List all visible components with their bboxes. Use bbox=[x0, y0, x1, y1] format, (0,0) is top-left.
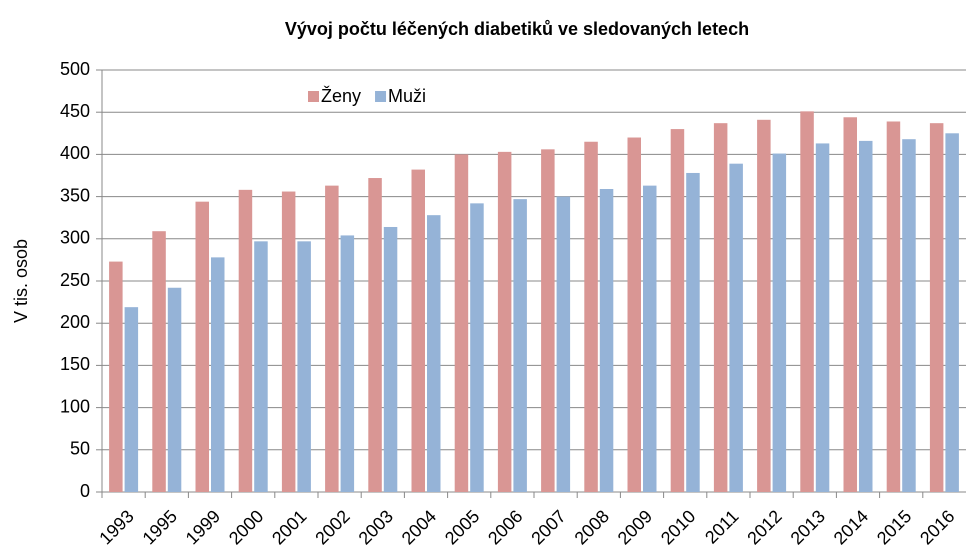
x-tick-label: 2001 bbox=[268, 506, 310, 548]
bar bbox=[297, 241, 311, 492]
x-tick-label: 2014 bbox=[830, 506, 872, 548]
y-tick-label: 150 bbox=[60, 354, 90, 374]
bar bbox=[454, 154, 469, 492]
y-tick-label: 250 bbox=[60, 270, 90, 290]
y-tick-label: 0 bbox=[80, 481, 90, 501]
bar bbox=[945, 133, 959, 493]
bar bbox=[599, 189, 614, 492]
bar bbox=[556, 196, 571, 492]
y-tick-label: 100 bbox=[60, 396, 90, 416]
bar bbox=[929, 123, 944, 492]
bar bbox=[513, 199, 527, 492]
bar bbox=[859, 140, 873, 492]
bar bbox=[815, 143, 830, 493]
bar bbox=[195, 201, 209, 492]
legend-label: Ženy bbox=[321, 86, 361, 106]
x-tick-label: 2009 bbox=[614, 506, 656, 548]
bar bbox=[800, 111, 814, 492]
bar bbox=[167, 287, 182, 492]
bar bbox=[757, 119, 771, 493]
x-tick-label: 2003 bbox=[355, 506, 397, 548]
x-tick-label: 2010 bbox=[657, 506, 699, 548]
x-tick-label: 2007 bbox=[527, 506, 569, 548]
x-tick-label: 2006 bbox=[484, 506, 526, 548]
chart-title: Vývoj počtu léčených diabetiků ve sledov… bbox=[285, 19, 749, 39]
y-tick-label: 350 bbox=[60, 185, 90, 205]
x-tick-label: 1993 bbox=[95, 506, 137, 548]
bar bbox=[843, 117, 857, 492]
bar bbox=[211, 257, 225, 492]
x-tick-label: 2013 bbox=[787, 506, 829, 548]
legend-swatch bbox=[308, 91, 319, 102]
bar bbox=[886, 121, 901, 492]
bar bbox=[686, 172, 700, 492]
bar bbox=[325, 185, 339, 493]
bar bbox=[584, 141, 598, 493]
y-tick-label: 50 bbox=[70, 439, 90, 459]
bar bbox=[541, 149, 555, 492]
bar bbox=[238, 189, 253, 492]
bar bbox=[470, 203, 484, 493]
bar bbox=[729, 163, 743, 492]
x-tick-label: 2012 bbox=[743, 506, 785, 548]
bar bbox=[281, 191, 296, 492]
y-tick-label: 500 bbox=[60, 59, 90, 79]
x-tick-label: 1995 bbox=[139, 506, 181, 548]
x-tick-label: 2005 bbox=[441, 506, 483, 548]
legend-swatch bbox=[375, 91, 387, 102]
x-tick-label: 2002 bbox=[311, 506, 353, 548]
bar bbox=[411, 169, 425, 493]
x-tick-label: 2011 bbox=[701, 506, 743, 548]
y-axis-label: V tis. osob bbox=[11, 239, 31, 323]
bar bbox=[340, 235, 355, 492]
legend-label: Muži bbox=[388, 86, 426, 106]
y-tick-label: 450 bbox=[60, 101, 90, 121]
bar bbox=[713, 123, 728, 492]
bar bbox=[124, 307, 139, 492]
x-tick-label: 2000 bbox=[225, 506, 267, 548]
y-tick-label: 300 bbox=[60, 228, 90, 248]
bar bbox=[152, 231, 166, 493]
bar bbox=[109, 261, 123, 492]
x-tick-label: 2015 bbox=[873, 506, 915, 548]
bar bbox=[254, 241, 268, 492]
x-tick-label: 2016 bbox=[916, 506, 958, 548]
bar bbox=[368, 178, 382, 493]
bar bbox=[772, 153, 787, 492]
bar bbox=[643, 185, 657, 493]
x-tick-label: 1999 bbox=[182, 506, 224, 548]
y-tick-label: 200 bbox=[60, 312, 90, 332]
bar bbox=[902, 139, 916, 492]
bar bbox=[670, 129, 685, 492]
bar bbox=[497, 151, 512, 493]
bar bbox=[427, 215, 441, 492]
x-tick-label: 2004 bbox=[398, 506, 440, 548]
y-tick-label: 400 bbox=[60, 143, 90, 163]
bar bbox=[627, 137, 641, 492]
x-tick-label: 2008 bbox=[571, 506, 613, 548]
bar bbox=[383, 226, 398, 492]
